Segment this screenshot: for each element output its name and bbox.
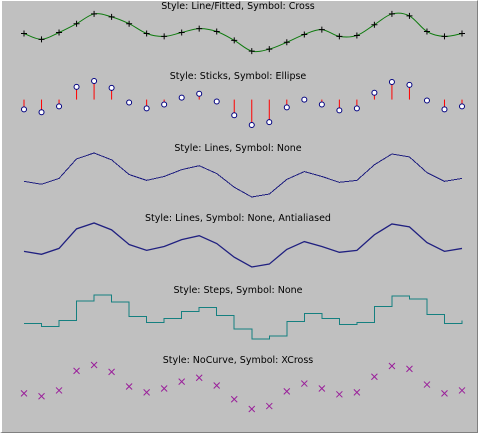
xcross-point-2 — [55, 387, 63, 394]
ellipse-point-2 — [56, 103, 63, 110]
cross-point-24 — [441, 33, 448, 40]
plot-4: Style: Lines, Symbol: None, Antialiased — [23, 213, 463, 268]
cross-point-2 — [56, 29, 63, 36]
plot-title: Style: NoCurve, Symbol: XCross — [163, 355, 314, 366]
xcross-point-7 — [143, 389, 150, 396]
xcross-point-3 — [73, 367, 80, 375]
xcross-point-15 — [283, 388, 291, 395]
xcross-point-5 — [108, 368, 115, 376]
xcross-point-17 — [318, 385, 326, 392]
xcross-point-13 — [248, 405, 256, 413]
plot-title: Style: Lines, Symbol: None — [174, 143, 301, 154]
ellipse-point-8 — [161, 101, 168, 108]
ellipse-point-14 — [266, 119, 273, 126]
xcross-point-12 — [230, 395, 238, 403]
xcross-point-24 — [441, 390, 448, 397]
xcross-point-6 — [125, 383, 133, 390]
ellipse-point-15 — [283, 104, 290, 111]
plot-title: Style: Line/Fitted, Symbol: Cross — [161, 1, 315, 12]
xcross-point-19 — [353, 389, 361, 396]
ellipse-point-3 — [73, 83, 80, 90]
xcross-point-9 — [178, 378, 186, 385]
xcross-point-21 — [388, 362, 396, 370]
cross-point-11 — [213, 28, 220, 35]
ellipse-point-5 — [108, 84, 115, 91]
xcross-point-25 — [458, 387, 466, 394]
xcross-point-22 — [406, 365, 413, 373]
plot-1: Style: Line/Fitted, Symbol: Cross — [21, 1, 465, 55]
xcross-point-20 — [371, 373, 378, 381]
ellipse-point-25 — [459, 103, 465, 110]
ellipse-point-7 — [143, 105, 150, 112]
plot-title: Style: Sticks, Symbol: Ellipse — [170, 71, 307, 82]
ellipse-point-23 — [423, 97, 430, 104]
ellipse-point-10 — [196, 90, 203, 97]
cross-point-12 — [231, 37, 238, 44]
ellipse-point-12 — [231, 112, 238, 119]
xcross-point-4 — [90, 361, 98, 369]
xcross-point-16 — [300, 380, 308, 387]
xcross-point-10 — [195, 374, 203, 382]
cross-point-20 — [371, 21, 378, 28]
plot-3: Style: Lines, Symbol: None — [23, 143, 463, 198]
ellipse-point-0 — [21, 106, 27, 113]
cross-point-9 — [178, 29, 185, 36]
cross-point-15 — [283, 39, 290, 46]
lines-series — [23, 222, 463, 268]
ellipse-point-21 — [388, 78, 395, 85]
xcross-point-23 — [423, 381, 431, 388]
plot-2: Style: Sticks, Symbol: Ellipse — [21, 71, 465, 128]
plot-title: Style: Lines, Symbol: None, Antialiased — [145, 213, 331, 224]
lines-series — [23, 152, 463, 198]
steps-series — [24, 294, 463, 340]
cross-point-8 — [161, 33, 168, 40]
ellipse-point-19 — [353, 105, 360, 112]
xcross-point-18 — [336, 390, 343, 398]
xcross-point-1 — [38, 392, 45, 400]
cross-point-16 — [301, 31, 308, 38]
cross-point-18 — [336, 33, 343, 40]
ellipse-point-16 — [301, 96, 308, 103]
xcross-point-8 — [160, 385, 168, 392]
cross-point-4 — [91, 10, 98, 17]
cross-point-17 — [318, 26, 325, 33]
xcross-point-11 — [213, 382, 221, 389]
cross-point-10 — [196, 25, 203, 32]
ellipse-point-4 — [91, 78, 98, 84]
cross-point-25 — [459, 30, 465, 37]
xcross-point-14 — [265, 402, 273, 410]
ellipse-point-17 — [318, 101, 325, 108]
cross-point-1 — [38, 36, 45, 43]
cross-point-14 — [266, 46, 273, 53]
ellipse-point-18 — [336, 107, 343, 114]
plot-6: Style: NoCurve, Symbol: XCross — [20, 355, 466, 413]
ellipse-point-11 — [213, 98, 220, 105]
ellipse-point-22 — [406, 81, 413, 88]
cross-point-0 — [21, 30, 27, 37]
ellipse-point-9 — [178, 94, 185, 101]
ellipse-point-6 — [126, 99, 133, 106]
ellipse-point-13 — [248, 122, 255, 128]
cross-point-6 — [126, 20, 133, 27]
cross-point-19 — [353, 32, 360, 39]
cross-point-22 — [406, 12, 413, 19]
xcross-point-0 — [20, 390, 28, 397]
cross-point-21 — [388, 10, 395, 17]
plot-title: Style: Steps, Symbol: None — [173, 285, 302, 296]
cross-point-5 — [108, 13, 115, 20]
ellipse-point-20 — [371, 89, 378, 96]
ellipse-point-24 — [441, 106, 448, 113]
cross-point-7 — [143, 30, 150, 37]
cross-point-23 — [423, 28, 430, 35]
cross-point-3 — [73, 20, 80, 27]
ellipse-point-1 — [38, 109, 45, 116]
fitted-series-line — [23, 12, 463, 53]
plot-5: Style: Steps, Symbol: None — [24, 285, 463, 340]
cross-point-13 — [248, 48, 255, 55]
